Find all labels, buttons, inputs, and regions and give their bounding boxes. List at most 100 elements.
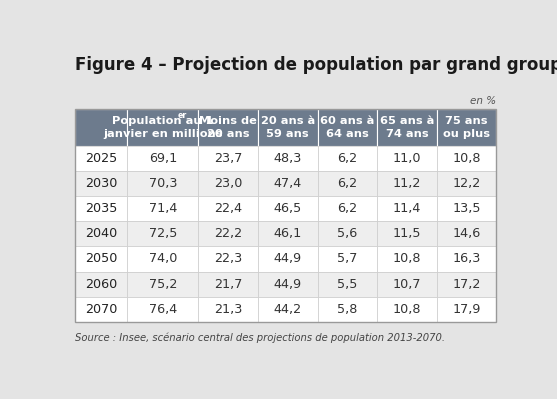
Bar bbox=[128, 246, 198, 272]
Bar bbox=[198, 196, 258, 221]
Text: 16,3: 16,3 bbox=[452, 253, 481, 265]
Bar bbox=[437, 196, 496, 221]
Text: janvier en millions: janvier en millions bbox=[103, 128, 223, 138]
Text: 65 ans à: 65 ans à bbox=[380, 116, 434, 126]
Bar bbox=[377, 171, 437, 196]
Bar bbox=[198, 109, 258, 146]
Bar bbox=[317, 146, 377, 171]
Bar bbox=[128, 196, 198, 221]
Bar bbox=[437, 297, 496, 322]
Text: en %: en % bbox=[470, 95, 496, 105]
Bar bbox=[377, 146, 437, 171]
Text: 6,2: 6,2 bbox=[337, 202, 358, 215]
Text: 10,8: 10,8 bbox=[452, 152, 481, 165]
Bar bbox=[317, 196, 377, 221]
Text: 20 ans: 20 ans bbox=[207, 129, 250, 139]
Bar bbox=[437, 221, 496, 246]
Text: 22,2: 22,2 bbox=[214, 227, 242, 240]
Text: 5,7: 5,7 bbox=[337, 253, 358, 265]
Bar bbox=[437, 272, 496, 297]
Text: 17,9: 17,9 bbox=[452, 303, 481, 316]
Text: 69,1: 69,1 bbox=[149, 152, 177, 165]
Text: 46,5: 46,5 bbox=[273, 202, 302, 215]
Text: er: er bbox=[177, 111, 187, 120]
Bar bbox=[198, 171, 258, 196]
Bar bbox=[258, 171, 317, 196]
Bar bbox=[198, 146, 258, 171]
Text: 5,6: 5,6 bbox=[337, 227, 358, 240]
Bar bbox=[317, 272, 377, 297]
Bar bbox=[258, 297, 317, 322]
Text: 59 ans: 59 ans bbox=[266, 129, 309, 139]
Bar bbox=[317, 109, 377, 146]
Bar bbox=[75, 109, 128, 146]
Bar bbox=[317, 171, 377, 196]
Text: 47,4: 47,4 bbox=[273, 177, 302, 190]
Text: 2025: 2025 bbox=[85, 152, 118, 165]
Text: ou plus: ou plus bbox=[443, 129, 490, 139]
Bar bbox=[128, 109, 198, 146]
Text: Moins de: Moins de bbox=[199, 116, 257, 126]
Text: 6,2: 6,2 bbox=[337, 177, 358, 190]
Text: Figure 4 – Projection de population par grand groupe d’âges: Figure 4 – Projection de population par … bbox=[75, 55, 557, 74]
Text: 6,2: 6,2 bbox=[337, 152, 358, 165]
Bar bbox=[258, 146, 317, 171]
Text: 44,9: 44,9 bbox=[273, 253, 302, 265]
Bar bbox=[128, 171, 198, 196]
Text: 11,5: 11,5 bbox=[393, 227, 421, 240]
Bar bbox=[198, 297, 258, 322]
Text: 10,8: 10,8 bbox=[393, 303, 421, 316]
Text: 23,7: 23,7 bbox=[214, 152, 242, 165]
Text: 74 ans: 74 ans bbox=[385, 129, 428, 139]
Bar bbox=[317, 221, 377, 246]
Bar bbox=[258, 196, 317, 221]
Text: 17,2: 17,2 bbox=[452, 278, 481, 290]
Text: 75 ans: 75 ans bbox=[445, 116, 487, 126]
Text: 11,0: 11,0 bbox=[393, 152, 421, 165]
Text: 14,6: 14,6 bbox=[452, 227, 481, 240]
Bar bbox=[377, 196, 437, 221]
Bar bbox=[377, 297, 437, 322]
Text: 2070: 2070 bbox=[85, 303, 118, 316]
Bar bbox=[437, 246, 496, 272]
Text: 2060: 2060 bbox=[85, 278, 118, 290]
Bar bbox=[75, 246, 128, 272]
Text: 71,4: 71,4 bbox=[149, 202, 177, 215]
Bar bbox=[198, 246, 258, 272]
Text: 10,8: 10,8 bbox=[393, 253, 421, 265]
Text: 11,4: 11,4 bbox=[393, 202, 421, 215]
Text: 5,8: 5,8 bbox=[337, 303, 358, 316]
Bar bbox=[75, 146, 128, 171]
Bar bbox=[198, 221, 258, 246]
Bar bbox=[75, 109, 496, 322]
Bar bbox=[377, 272, 437, 297]
Bar bbox=[317, 246, 377, 272]
Bar bbox=[75, 171, 128, 196]
Bar bbox=[128, 297, 198, 322]
Bar bbox=[437, 171, 496, 196]
Text: 21,7: 21,7 bbox=[214, 278, 242, 290]
Text: 12,2: 12,2 bbox=[452, 177, 481, 190]
Bar bbox=[258, 221, 317, 246]
Text: 44,2: 44,2 bbox=[273, 303, 302, 316]
Bar bbox=[258, 272, 317, 297]
Bar bbox=[198, 272, 258, 297]
Text: 2050: 2050 bbox=[85, 253, 118, 265]
Text: 21,3: 21,3 bbox=[214, 303, 242, 316]
Bar bbox=[128, 221, 198, 246]
Text: 2030: 2030 bbox=[85, 177, 118, 190]
Bar bbox=[128, 146, 198, 171]
Bar bbox=[75, 196, 128, 221]
Text: 44,9: 44,9 bbox=[273, 278, 302, 290]
Text: 23,0: 23,0 bbox=[214, 177, 242, 190]
Bar bbox=[377, 221, 437, 246]
Text: 64 ans: 64 ans bbox=[326, 129, 369, 139]
Bar bbox=[377, 109, 437, 146]
Bar bbox=[437, 109, 496, 146]
Bar bbox=[128, 272, 198, 297]
Text: 20 ans à: 20 ans à bbox=[261, 116, 315, 126]
Text: 5,5: 5,5 bbox=[337, 278, 358, 290]
Text: Population au 1: Population au 1 bbox=[113, 116, 214, 126]
Text: 60 ans à: 60 ans à bbox=[320, 116, 374, 126]
Text: 2035: 2035 bbox=[85, 202, 118, 215]
